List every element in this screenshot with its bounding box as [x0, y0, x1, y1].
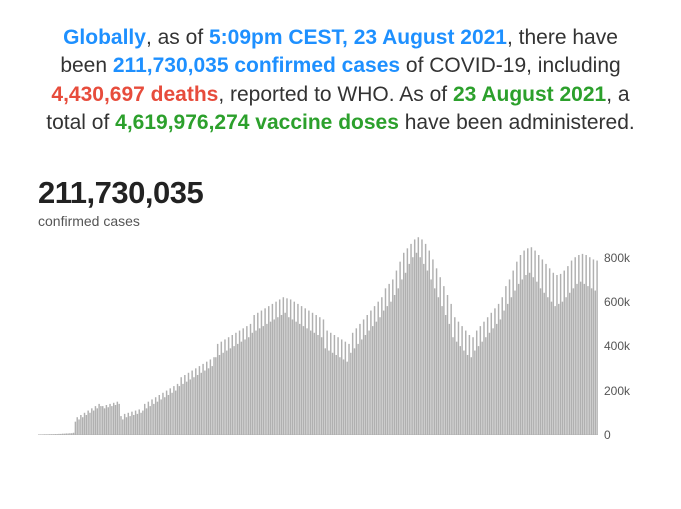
- after-deaths-text: , reported to WHO. As of: [218, 83, 453, 106]
- asof-prefix: , as of: [146, 26, 209, 49]
- timestamp: 5:09pm CEST, 23 August 2021: [209, 26, 507, 49]
- confirmed-cases-total: 211,730,035: [38, 175, 643, 211]
- y-tick-label: 600k: [604, 295, 644, 309]
- confirmed-cases: 211,730,035 confirmed cases: [113, 54, 400, 77]
- confirmed-cases-chart: 0200k400k600k800k: [38, 235, 643, 435]
- vaccine-date: 23 August 2021: [453, 83, 606, 106]
- y-tick-label: 0: [604, 428, 644, 442]
- global-summary-text: Globally, as of 5:09pm CEST, 23 August 2…: [38, 24, 643, 137]
- vaccine-doses: 4,619,976,274 vaccine doses: [115, 111, 399, 134]
- after-cases-text: of COVID-19, including: [400, 54, 621, 77]
- y-tick-label: 200k: [604, 384, 644, 398]
- deaths: 4,430,697 deaths: [51, 83, 218, 106]
- cases-bar-svg: [38, 235, 643, 435]
- globally-label: Globally: [63, 26, 146, 49]
- confirmed-cases-chart-block: 211,730,035 confirmed cases 0200k400k600…: [38, 175, 643, 435]
- confirmed-cases-label: confirmed cases: [38, 213, 643, 229]
- y-tick-label: 400k: [604, 339, 644, 353]
- summary-tail: have been administered.: [399, 111, 635, 134]
- y-tick-label: 800k: [604, 251, 644, 265]
